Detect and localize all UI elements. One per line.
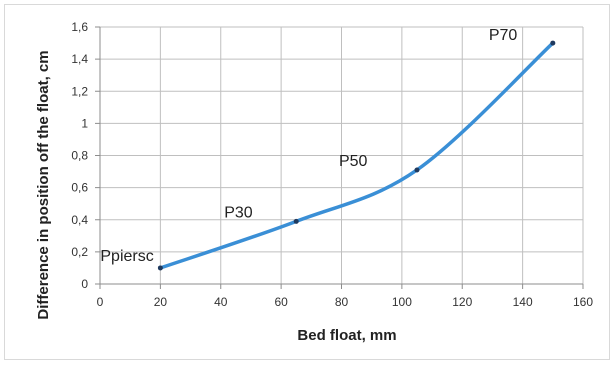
point-label: Ppiersc — [100, 248, 153, 265]
x-tick-label: 120 — [452, 295, 472, 309]
axes — [95, 26, 584, 289]
x-tick-label: 20 — [154, 295, 168, 309]
data-point — [550, 40, 556, 46]
x-tick-label: 80 — [335, 295, 349, 309]
x-tick-label: 0 — [97, 295, 104, 309]
x-axis-title: Bed float, mm — [297, 327, 396, 344]
y-tick-label: 0,2 — [71, 245, 88, 259]
y-tick-labels: 0 0,2 0,4 0,6 0,8 1 1,2 1,4 1,6 — [71, 20, 88, 291]
data-point — [293, 218, 299, 224]
y-tick-label: 0 — [81, 277, 88, 291]
x-tick-label: 40 — [214, 295, 228, 309]
chart-frame — [4, 4, 610, 360]
data-point — [414, 167, 420, 173]
x-tick-label: 100 — [392, 295, 412, 309]
point-label: P70 — [489, 27, 518, 44]
point-label: P30 — [224, 204, 253, 221]
x-tick-labels: 0 20 40 60 80 100 120 140 160 — [97, 295, 594, 309]
y-tick-label: 1 — [81, 116, 88, 130]
y-tick-label: 1,6 — [71, 20, 88, 34]
data-markers — [157, 40, 556, 271]
y-tick-label: 0,4 — [71, 213, 88, 227]
x-tick-label: 160 — [573, 295, 593, 309]
y-axis-title: Difference in position off the float, cm — [35, 50, 52, 319]
x-tick-label: 140 — [513, 295, 533, 309]
y-tick-label: 0,6 — [71, 181, 88, 195]
y-tick-label: 1,4 — [71, 52, 88, 66]
data-point — [157, 265, 163, 271]
y-tick-label: 1,2 — [71, 84, 88, 98]
point-annotations: Ppiersc P30 P50 P70 — [100, 27, 517, 265]
point-label: P50 — [339, 153, 368, 170]
series-line — [158, 41, 555, 270]
x-tick-label: 60 — [274, 295, 288, 309]
y-tick-label: 0,8 — [71, 149, 88, 163]
